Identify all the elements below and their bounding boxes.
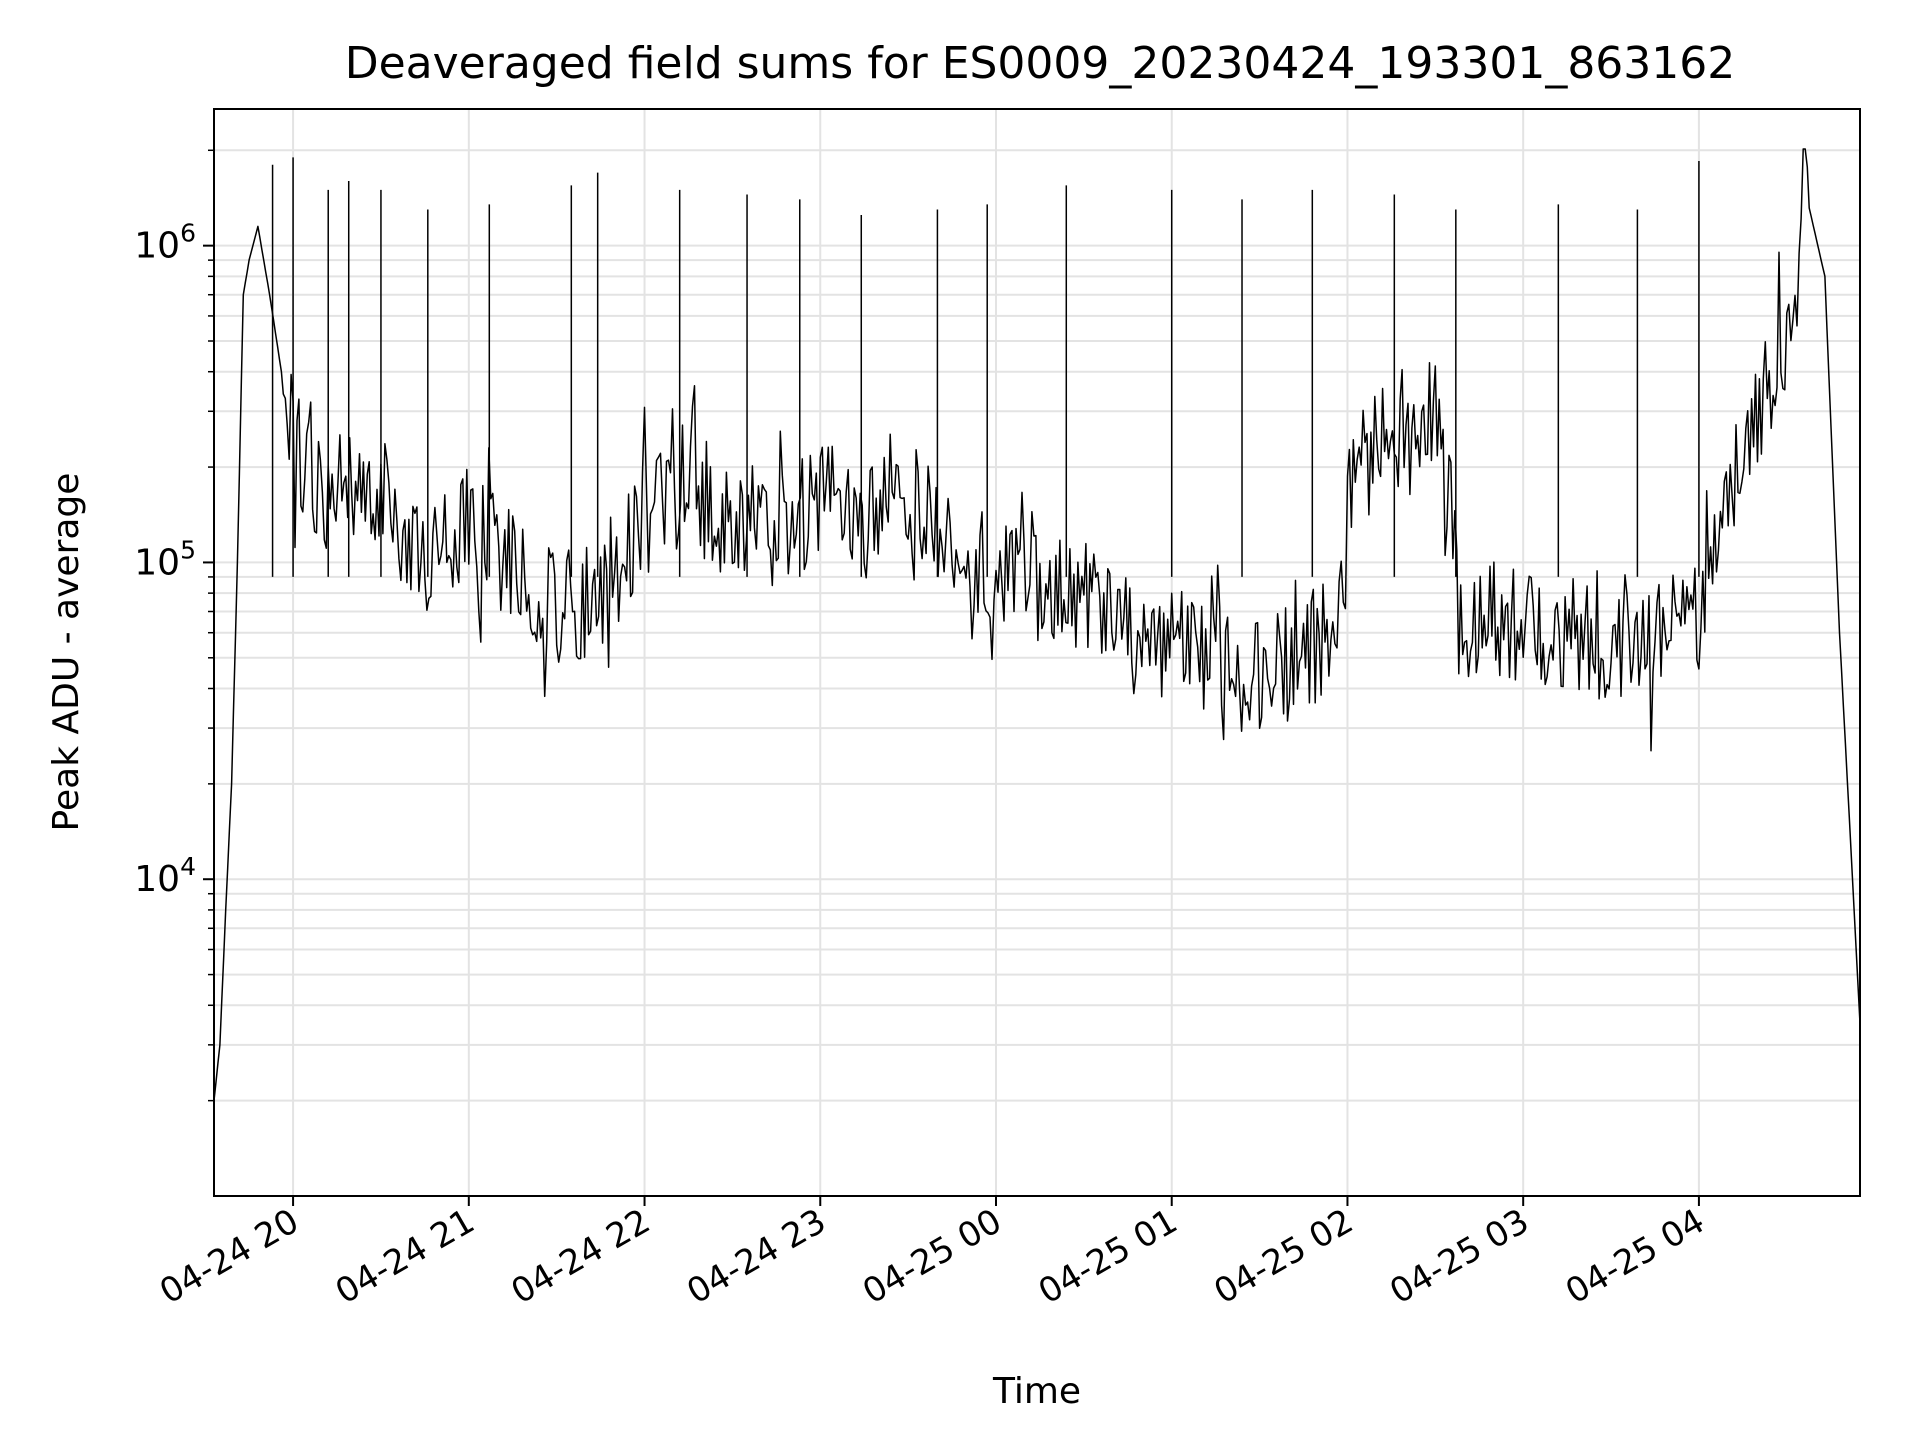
y-tick-label: 104 [134,852,196,900]
spikes-group [271,157,1700,577]
y-axis: 104 105 106 [134,149,214,1102]
y-axis-label: Peak ADU - average [46,473,87,832]
x-axis-label: Time [992,1371,1081,1412]
chart-title: Deaveraged field sums for ES0009_2023042… [345,38,1736,89]
plot-area [213,148,1861,1101]
series-line [213,148,1861,1101]
y-tick-label: 105 [134,535,196,583]
y-tick-label: 106 [134,219,196,267]
plot-frame [213,108,1861,1197]
